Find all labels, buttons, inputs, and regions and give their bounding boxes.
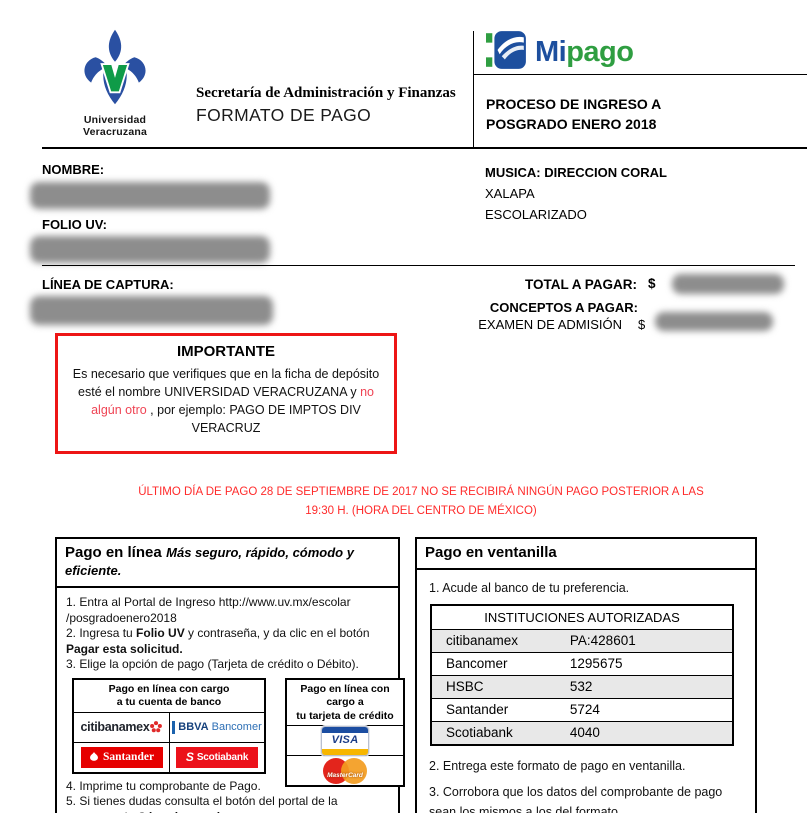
- pago-en-ventanilla-body: 1. Acude al banco de tu preferencia. INS…: [417, 570, 755, 813]
- instituciones-table: INSTITUCIONES AUTORIZADAS citibanamex PA…: [430, 604, 734, 746]
- form-title: FORMATO DE PAGO: [196, 105, 372, 125]
- program-name: MUSICA: DIRECCION CORAL: [485, 165, 667, 180]
- santander-flame-icon: [89, 752, 99, 762]
- account-banks-grid: citibanamex BBVA Bancomer: [74, 712, 264, 772]
- importante-box: IMPORTANTE Es necesario que verifiques q…: [55, 333, 397, 454]
- pago-en-ventanilla-header: Pago en ventanilla: [417, 539, 755, 570]
- redacted-linea-captura-value: [30, 296, 273, 325]
- instituciones-header: INSTITUCIONES AUTORIZADAS: [431, 605, 733, 630]
- pago-en-ventanilla-box: Pago en ventanilla 1. Acude al banco de …: [415, 537, 757, 813]
- ventanilla-step-3: 3. Corrobora que los datos del comproban…: [429, 785, 723, 813]
- table-row: Bancomer 1295675: [431, 652, 733, 676]
- table-row: citibanamex PA:428601: [431, 629, 733, 653]
- online-step-5: 5. Si tienes dudas consulta el botón del…: [66, 794, 338, 813]
- table-header-row: INSTITUCIONES AUTORIZADAS: [431, 605, 733, 630]
- scotiabank-s-icon: S: [185, 749, 194, 764]
- header-separator-rule: [42, 147, 807, 149]
- pago-en-linea-box: Pago en línea Más seguro, rápido, cómodo…: [55, 537, 405, 813]
- citibanamex-logo: citibanamex: [74, 713, 169, 742]
- program-block: MUSICA: DIRECCION CORAL XALAPA ESCOLARIZ…: [485, 162, 667, 225]
- mastercard-circles-icon: MasterCard: [321, 757, 369, 785]
- credit-card-box: Pago en línea con cargo a tu tarjeta de …: [285, 677, 405, 788]
- importante-title: IMPORTANTE: [176, 343, 276, 360]
- redacted-total-amount: [672, 274, 784, 294]
- ventanilla-step-1: 1. Acude al banco de tu preferencia.: [429, 581, 630, 595]
- bbva-bar-icon: [172, 720, 176, 734]
- table-row: Scotiabank 4040: [431, 721, 733, 745]
- importante-body: Es necesario que verifiques que en la fi…: [72, 367, 380, 436]
- visa-logo: VISA: [287, 725, 403, 757]
- visa-card-icon: VISA: [321, 725, 369, 756]
- mipago-icon: [486, 29, 528, 76]
- conceptos-label: CONCEPTOS A PAGAR:: [489, 300, 638, 315]
- online-step-3: 3. Elige la opción de pago (Tarjeta de c…: [66, 657, 359, 671]
- total-label: TOTAL A PAGAR:: [525, 277, 637, 292]
- deadline-notice: ÚLTIMO DÍA DE PAGO 28 DE SEPTIEMBRE DE 2…: [138, 486, 704, 517]
- scotiabank-logo: S Scotiabank: [169, 741, 264, 772]
- redacted-nombre-value: [30, 182, 270, 209]
- uv-caption: Universidad Veracruzana: [82, 114, 148, 138]
- mipago-logo: Mipago: [486, 29, 634, 76]
- table-row: Santander 5724: [431, 698, 733, 722]
- pago-en-linea-subtitle: Más seguro, rápido, cómodo y eficiente.: [65, 545, 354, 578]
- mastercard-logo: MasterCard: [287, 756, 403, 785]
- bbva-bancomer-logo: BBVA Bancomer: [169, 712, 264, 742]
- uv-fleur-de-lis-icon: [74, 29, 156, 112]
- process-title: PROCESO DE INGRESO A POSGRADO ENERO 2018: [486, 96, 662, 132]
- program-city: XALAPA: [485, 186, 535, 201]
- bank-logo-area: Pago en línea con cargo a tu cuenta de b…: [66, 677, 405, 788]
- concepto-currency: $: [638, 317, 646, 332]
- folio-label: FOLIO UV:: [42, 217, 107, 232]
- concepto-name: EXAMEN DE ADMISIÓN: [478, 317, 622, 332]
- redacted-concepto-amount: [655, 312, 773, 331]
- mipago-underline-rule: [473, 74, 807, 75]
- total-currency: $: [648, 276, 656, 291]
- mipago-wordmark: Mipago: [535, 36, 634, 68]
- pago-en-linea-header: Pago en línea Más seguro, rápido, cómodo…: [57, 539, 398, 588]
- table-row: HSBC 532: [431, 675, 733, 699]
- ventanilla-step-2: 2. Entrega este formato de pago en venta…: [429, 759, 686, 773]
- account-banks-header: Pago en línea con cargo a tu cuenta de b…: [74, 680, 264, 713]
- pago-en-linea-body: 1. Entra al Portal de Ingreso http://www…: [57, 588, 405, 813]
- nombre-label: NOMBRE:: [42, 162, 105, 177]
- online-step-1: 1. Entra al Portal de Ingreso http://www…: [66, 595, 351, 625]
- credit-card-header: Pago en línea con cargo a tu tarjeta de …: [287, 680, 403, 727]
- redacted-folio-value: [30, 236, 270, 263]
- account-banks-box: Pago en línea con cargo a tu cuenta de b…: [72, 677, 266, 774]
- uv-logo-block: Universidad Veracruzana: [52, 26, 178, 138]
- department-block: Secretaría de Administración y Finanzas …: [196, 85, 456, 126]
- pago-en-ventanilla-title: Pago en ventanilla: [425, 544, 557, 561]
- mid-separator-rule: [42, 265, 795, 266]
- importante-red-text: no algún otro: [91, 385, 374, 418]
- online-step-4: 4. Imprime tu comprobante de Pago.: [66, 778, 261, 793]
- santander-logo: Santander: [74, 741, 169, 772]
- linea-captura-label: LÍNEA DE CAPTURA:: [42, 277, 174, 292]
- header-vertical-divider: [473, 31, 474, 147]
- online-step-2: 2. Ingresa tu Folio UV y contraseña, y d…: [66, 626, 370, 656]
- citibanamex-flower-icon: [150, 721, 163, 733]
- program-mode: ESCOLARIZADO: [485, 207, 587, 222]
- pago-en-linea-title: Pago en línea: [65, 544, 162, 561]
- department-title: Secretaría de Administración y Finanzas: [196, 85, 456, 101]
